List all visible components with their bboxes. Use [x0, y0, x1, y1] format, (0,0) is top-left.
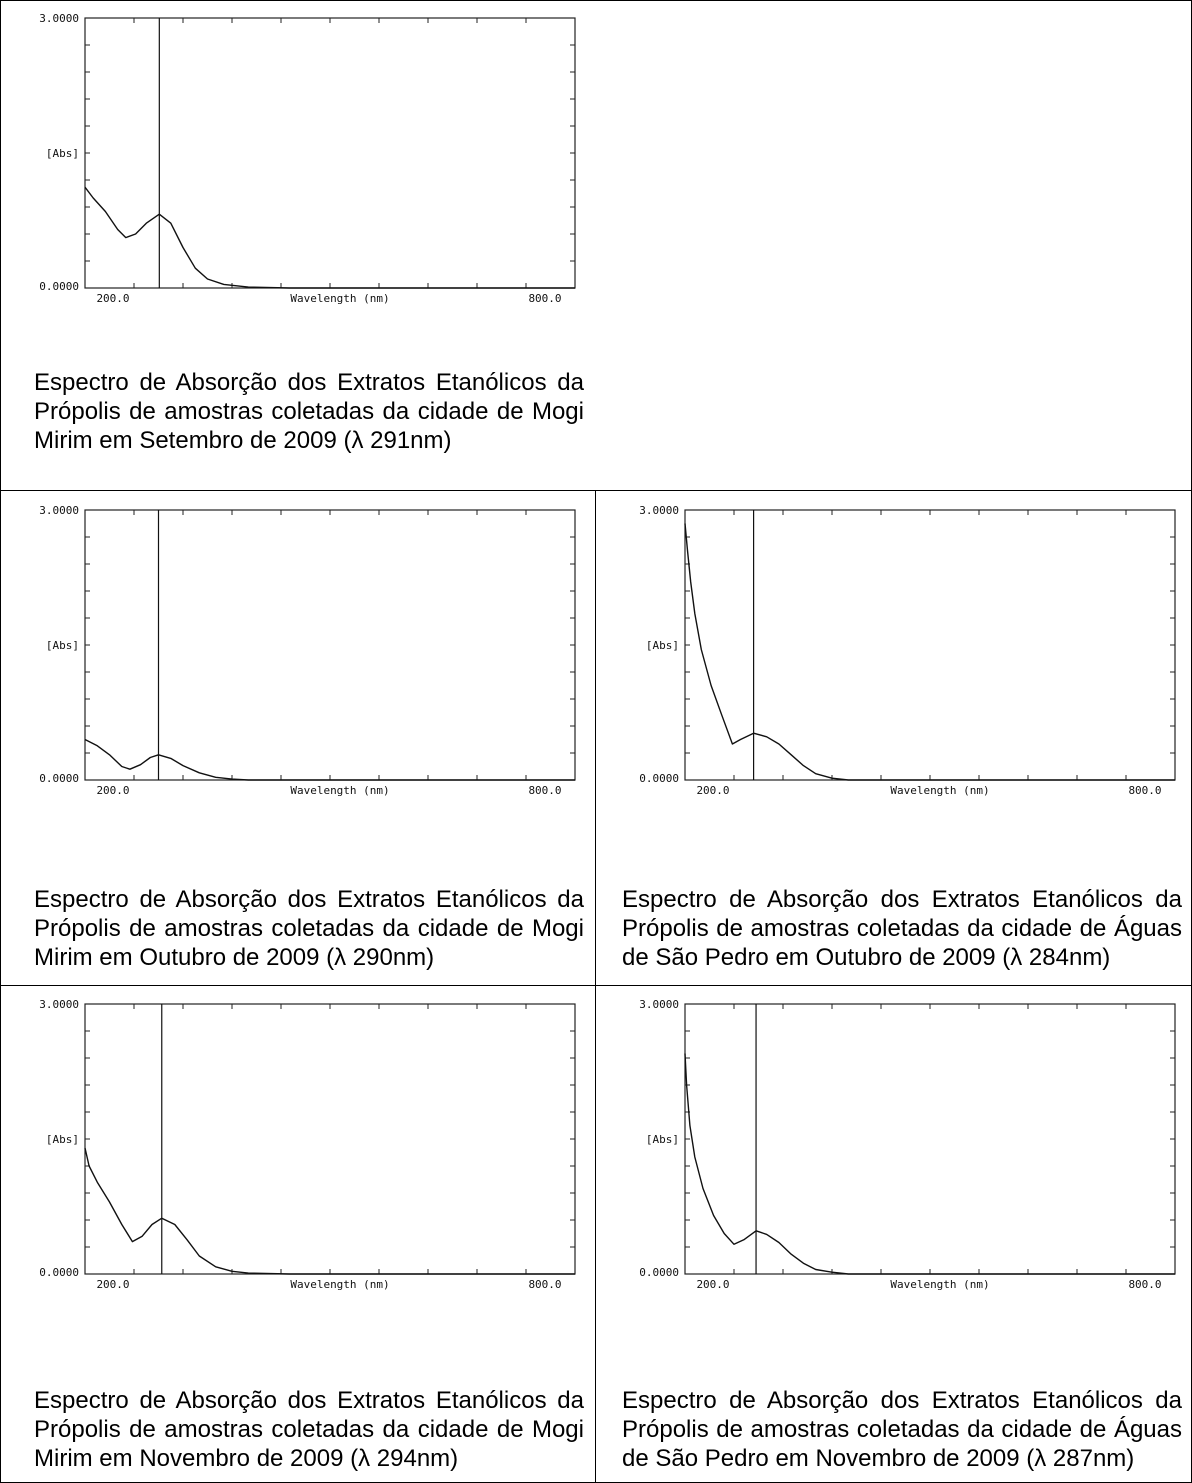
spectrum-chart-mogi-mirim-outubro: 3.0000 0.0000 [Abs] 200.0 800.0 Wavelength (n… — [10, 500, 585, 810]
y-tick-label-max: 3.0000 — [39, 504, 79, 517]
y-tick-label-max: 3.0000 — [39, 998, 79, 1011]
x-tick-label-max: 800.0 — [1128, 784, 1161, 797]
spectrum-chart-mogi-mirim-setembro: 3.0000 0.0000 [Abs] 200.0 800.0 Wavelength (n… — [10, 8, 585, 318]
y-axis-label: [Abs] — [646, 639, 679, 652]
absorbance-series-line — [84, 738, 575, 781]
plot-frame — [684, 509, 1176, 781]
x-axis-label: Wavelength (nm) — [290, 1278, 389, 1291]
row-divider — [0, 490, 1192, 491]
x-tick-label-max: 800.0 — [528, 292, 561, 305]
x-tick-label-max: 800.0 — [1128, 1278, 1161, 1291]
plot-frame — [84, 17, 576, 289]
chart-svg: 3.0000 0.0000 [Abs] 200.0 800.0 Wavelength (n… — [39, 12, 576, 305]
x-axis-label: Wavelength (nm) — [890, 1278, 989, 1291]
caption-mogi-mirim-outubro: Espectro de Absorção dos Extratos Etanól… — [34, 886, 584, 971]
caption-aguas-sao-pedro-outubro: Espectro de Absorção dos Extratos Etanól… — [622, 886, 1182, 971]
chart-svg: 3.0000 0.0000 [Abs] 200.0 800.0 Wavelength (n… — [39, 504, 576, 797]
x-axis-label: Wavelength (nm) — [890, 784, 989, 797]
y-axis-label: [Abs] — [46, 639, 79, 652]
y-tick-label-max: 3.0000 — [639, 504, 679, 517]
spectrum-chart-aguas-sao-pedro-outubro: 3.0000 0.0000 [Abs] 200.0 800.0 Wavelength (n… — [610, 500, 1185, 810]
x-tick-label-min: 200.0 — [96, 292, 129, 305]
x-tick-label-max: 800.0 — [528, 784, 561, 797]
caption-mogi-mirim-setembro: Espectro de Absorção dos Extratos Etanól… — [34, 369, 584, 454]
caption-mogi-mirim-novembro: Espectro de Absorção dos Extratos Etanól… — [34, 1387, 584, 1472]
plot-frame — [84, 1003, 576, 1275]
absorbance-series-line — [84, 1147, 575, 1275]
x-tick-label-min: 200.0 — [696, 784, 729, 797]
y-tick-label-min: 0.0000 — [639, 772, 679, 785]
y-tick-label-max: 3.0000 — [639, 998, 679, 1011]
y-axis-label: [Abs] — [646, 1133, 679, 1146]
column-divider — [595, 490, 596, 1483]
y-tick-label-min: 0.0000 — [39, 280, 79, 293]
row-divider — [0, 985, 1192, 986]
spectrum-chart-mogi-mirim-novembro: 3.0000 0.0000 [Abs] 200.0 800.0 Wavelength (n… — [10, 994, 585, 1304]
chart-svg: 3.0000 0.0000 [Abs] 200.0 800.0 Wavelength (n… — [639, 998, 1176, 1291]
absorbance-series-line — [84, 186, 575, 289]
spectrum-chart-aguas-sao-pedro-novembro: 3.0000 0.0000 [Abs] 200.0 800.0 Wavelength (n… — [610, 994, 1185, 1304]
y-axis-label: [Abs] — [46, 147, 79, 160]
x-tick-label-min: 200.0 — [96, 784, 129, 797]
x-tick-label-min: 200.0 — [96, 1278, 129, 1291]
y-axis-label: [Abs] — [46, 1133, 79, 1146]
absorbance-series-line — [684, 1053, 1175, 1275]
y-tick-label-min: 0.0000 — [639, 1266, 679, 1279]
y-tick-label-min: 0.0000 — [39, 772, 79, 785]
x-axis-label: Wavelength (nm) — [290, 292, 389, 305]
absorbance-series-line — [684, 523, 1175, 781]
x-axis-label: Wavelength (nm) — [290, 784, 389, 797]
y-tick-label-max: 3.0000 — [39, 12, 79, 25]
x-tick-label-max: 800.0 — [528, 1278, 561, 1291]
chart-svg: 3.0000 0.0000 [Abs] 200.0 800.0 Wavelength (n… — [39, 998, 576, 1291]
y-tick-label-min: 0.0000 — [39, 1266, 79, 1279]
plot-frame — [684, 1003, 1176, 1275]
caption-aguas-sao-pedro-novembro: Espectro de Absorção dos Extratos Etanól… — [622, 1387, 1182, 1472]
x-tick-label-min: 200.0 — [696, 1278, 729, 1291]
chart-svg: 3.0000 0.0000 [Abs] 200.0 800.0 Wavelength (n… — [639, 504, 1176, 797]
